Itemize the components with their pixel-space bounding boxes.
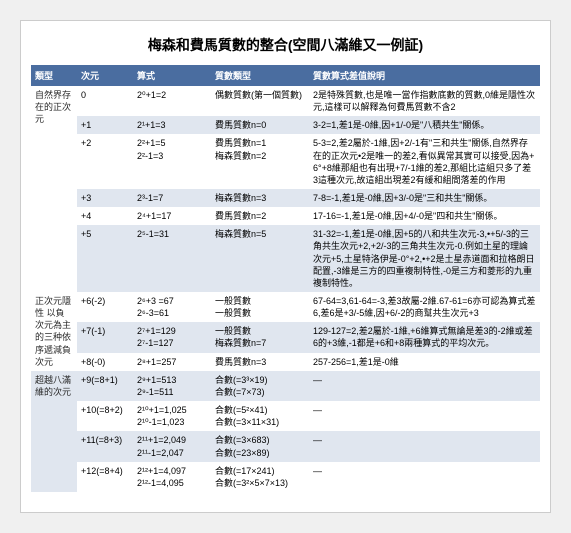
expr-cell: 2⁶+3 =672⁶-3=61	[133, 292, 211, 322]
table-row: +11(=8+3)2¹¹+1=2,0492¹¹-1=2,047合數(=3×683…	[31, 431, 540, 461]
expr-cell: 2¹¹+1=2,0492¹¹-1=2,047	[133, 431, 211, 461]
expr-cell: 2³-1=7	[133, 189, 211, 207]
dimension-cell: +4	[77, 207, 133, 225]
note-cell: 7-8=-1,差1是-0維,因+3/-0是"三和共生"關係。	[309, 189, 540, 207]
page-title: 梅森和費馬質數的整合(空間八滿維又一例証)	[31, 35, 540, 55]
expr-cell: 2⁷+1=1292⁷-1=127	[133, 322, 211, 352]
ptype-cell: 合數(=3×683)合數(=23×89)	[211, 431, 309, 461]
ptype-cell: 一般質數一般質數	[211, 292, 309, 322]
dimension-cell: +11(=8+3)	[77, 431, 133, 461]
col-expr: 算式	[133, 65, 211, 86]
dimension-cell: +9(=8+1)	[77, 371, 133, 401]
ptype-cell: 梅森質數n=5	[211, 225, 309, 292]
ptype-cell: 費馬質數n=3	[211, 353, 309, 371]
note-cell: 257-256=1,差1是-0維	[309, 353, 540, 371]
dimension-cell: +3	[77, 189, 133, 207]
ptype-cell: 一般質數梅森質數n=7	[211, 322, 309, 352]
expr-cell: 2⁰+1=2	[133, 86, 211, 116]
integration-table: 類型 次元 算式 質數類型 質數算式差值說明 自然界存在的正次元02⁰+1=2偶…	[31, 65, 540, 492]
expr-cell: 2⁴+1=17	[133, 207, 211, 225]
dimension-cell: 0	[77, 86, 133, 116]
ptype-cell: 合數(=3³×19)合數(=7×73)	[211, 371, 309, 401]
dimension-cell: +10(=8+2)	[77, 401, 133, 431]
table-row: +22²+1=52²-1=3費馬質數n=1梅森質數n=25-3=2,差2屬於-1…	[31, 134, 540, 189]
note-cell: —	[309, 371, 540, 401]
note-cell: 3-2=1,差1是-0維,因+1/-0是"八積共生"關係。	[309, 116, 540, 134]
col-note: 質數算式差值說明	[309, 65, 540, 86]
table-row: +7(-1)2⁷+1=1292⁷-1=127一般質數梅森質數n=7129-127…	[31, 322, 540, 352]
table-row: +32³-1=7梅森質數n=37-8=-1,差1是-0維,因+3/-0是"三和共…	[31, 189, 540, 207]
col-type: 類型	[31, 65, 77, 86]
expr-cell: 2⁵-1=31	[133, 225, 211, 292]
note-cell: —	[309, 401, 540, 431]
note-cell: 5-3=2,差2屬於-1維,因+2/-1有"三和共生"關係,自然界存在的正次元•…	[309, 134, 540, 189]
dimension-cell: +8(-0)	[77, 353, 133, 371]
table-row: 自然界存在的正次元02⁰+1=2偶數質數(第一個質數)2是特殊質數,也是唯一當作…	[31, 86, 540, 116]
dimension-cell: +5	[77, 225, 133, 292]
table-row: +10(=8+2)2¹⁰+1=1,0252¹⁰-1=1,023合數(=5²×41…	[31, 401, 540, 431]
table-row: +52⁵-1=31梅森質數n=531-32=-1,差1是-0維,因+5的八和共生…	[31, 225, 540, 292]
note-cell: 67-64=3,61-64=-3,差3故屬-2維.67-61=6亦可認為算式差6…	[309, 292, 540, 322]
dimension-cell: +6(-2)	[77, 292, 133, 322]
col-dimension: 次元	[77, 65, 133, 86]
group-label: 超越八滿維的次元	[31, 371, 77, 492]
ptype-cell: 偶數質數(第一個質數)	[211, 86, 309, 116]
table-row: 超越八滿維的次元+9(=8+1)2⁹+1=5132⁹-1=511合數(=3³×1…	[31, 371, 540, 401]
note-cell: 129-127=2,差2屬於-1維,+6維算式無論是差3的-2維或差6的+3維,…	[309, 322, 540, 352]
ptype-cell: 合數(=5²×41)合數(=3×11×31)	[211, 401, 309, 431]
expr-cell: 2⁹+1=5132⁹-1=511	[133, 371, 211, 401]
expr-cell: 2¹²+1=4,0972¹²-1=4,095	[133, 462, 211, 492]
note-cell: 2是特殊質數,也是唯一當作指數底數的質數,0維是隱性次元,這樣可以解釋為何費馬質…	[309, 86, 540, 116]
expr-cell: 2¹⁰+1=1,0252¹⁰-1=1,023	[133, 401, 211, 431]
note-cell: —	[309, 431, 540, 461]
dimension-cell: +12(=8+4)	[77, 462, 133, 492]
table-header-row: 類型 次元 算式 質數類型 質數算式差值說明	[31, 65, 540, 86]
table-row: +42⁴+1=17費馬質數n=217-16=-1,差1是-0維,因+4/-0是"…	[31, 207, 540, 225]
note-cell: 31-32=-1,差1是-0維,因+5的八和共生次元-3,•+5/-3的三角共生…	[309, 225, 540, 292]
note-cell: —	[309, 462, 540, 492]
col-ptype: 質數類型	[211, 65, 309, 86]
dimension-cell: +1	[77, 116, 133, 134]
expr-cell: 2¹+1=3	[133, 116, 211, 134]
expr-cell: 2⁸+1=257	[133, 353, 211, 371]
ptype-cell: 費馬質數n=0	[211, 116, 309, 134]
ptype-cell: 合數(=17×241)合數(=3²×5×7×13)	[211, 462, 309, 492]
table-row: +12¹+1=3費馬質數n=03-2=1,差1是-0維,因+1/-0是"八積共生…	[31, 116, 540, 134]
table-row: +12(=8+4)2¹²+1=4,0972¹²-1=4,095合數(=17×24…	[31, 462, 540, 492]
table-row: +8(-0)2⁸+1=257費馬質數n=3257-256=1,差1是-0維	[31, 353, 540, 371]
note-cell: 17-16=-1,差1是-0維,因+4/-0是"四和共生"關係。	[309, 207, 540, 225]
dimension-cell: +7(-1)	[77, 322, 133, 352]
ptype-cell: 費馬質數n=1梅森質數n=2	[211, 134, 309, 189]
group-label: 正次元隱性 以負次元為主的三种依序遞減負次元	[31, 292, 77, 371]
ptype-cell: 費馬質數n=2	[211, 207, 309, 225]
expr-cell: 2²+1=52²-1=3	[133, 134, 211, 189]
dimension-cell: +2	[77, 134, 133, 189]
table-row: 正次元隱性 以負次元為主的三种依序遞減負次元+6(-2)2⁶+3 =672⁶-3…	[31, 292, 540, 322]
group-label: 自然界存在的正次元	[31, 86, 77, 292]
ptype-cell: 梅森質數n=3	[211, 189, 309, 207]
